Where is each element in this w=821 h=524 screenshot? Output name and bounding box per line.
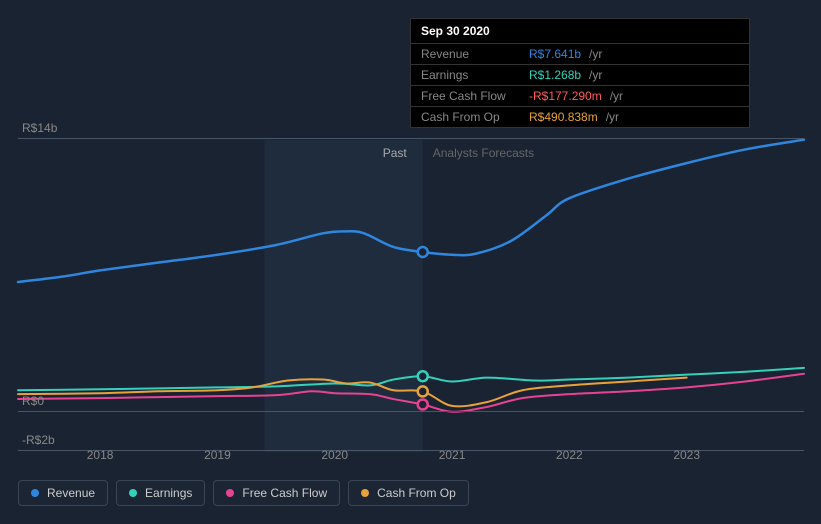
x-tick-label: 2020 [321,448,348,462]
axis-line [18,138,804,139]
financials-chart: R$14b R$0 -R$2b Past Analysts Forecasts … [0,0,821,524]
tooltip-metric-value: R$490.838m [529,110,598,124]
tooltip-metric-label: Cash From Op [421,110,521,124]
tooltip-metric-value: -R$177.290m [529,89,602,103]
legend-item-cfo[interactable]: Cash From Op [348,480,469,506]
y-tick-label: R$0 [22,394,44,408]
x-tick-label: 2018 [87,448,114,462]
legend-item-fcf[interactable]: Free Cash Flow [213,480,340,506]
chart-legend: Revenue Earnings Free Cash Flow Cash From O… [18,480,469,506]
legend-dot-icon [31,489,39,497]
y-tick-label: -R$2b [22,433,55,447]
x-tick-label: 2023 [673,448,700,462]
tooltip-metric-label: Revenue [421,47,521,61]
x-tick-label: 2022 [556,448,583,462]
legend-item-revenue[interactable]: Revenue [18,480,108,506]
legend-label: Earnings [145,486,192,500]
legend-label: Free Cash Flow [242,486,327,500]
tooltip-metric-unit: /yr [589,47,602,61]
legend-dot-icon [361,489,369,497]
region-label-past: Past [383,146,407,160]
tooltip-row: Earnings R$1.268b/yr [411,64,749,85]
legend-label: Cash From Op [377,486,456,500]
tooltip-date: Sep 30 2020 [411,19,749,43]
axis-line [18,411,804,412]
tooltip-metric-unit: /yr [610,89,623,103]
legend-label: Revenue [47,486,95,500]
tooltip-metric-label: Earnings [421,68,521,82]
x-tick-label: 2019 [204,448,231,462]
chart-tooltip: Sep 30 2020 Revenue R$7.641b/yr Earnings R$… [410,18,750,128]
tooltip-metric-unit: /yr [606,110,619,124]
legend-dot-icon [226,489,234,497]
tooltip-metric-value: R$1.268b [529,68,581,82]
legend-dot-icon [129,489,137,497]
legend-item-earnings[interactable]: Earnings [116,480,205,506]
y-tick-label: R$14b [22,121,57,135]
x-tick-label: 2021 [439,448,466,462]
tooltip-row: Cash From Op R$490.838m/yr [411,106,749,127]
tooltip-row: Free Cash Flow -R$177.290m/yr [411,85,749,106]
region-label-forecast: Analysts Forecasts [433,146,534,160]
tooltip-metric-value: R$7.641b [529,47,581,61]
tooltip-metric-label: Free Cash Flow [421,89,521,103]
tooltip-metric-unit: /yr [589,68,602,82]
tooltip-row: Revenue R$7.641b/yr [411,43,749,64]
